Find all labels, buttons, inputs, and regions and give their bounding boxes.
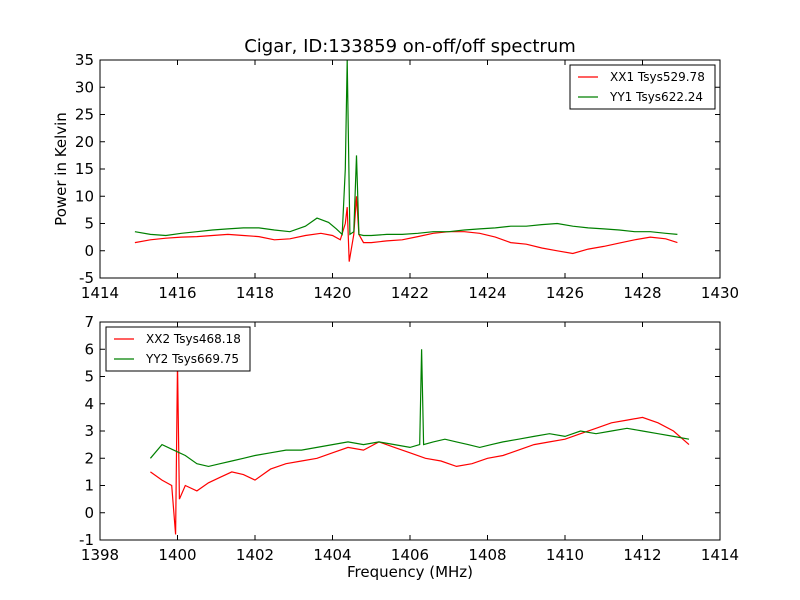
x-tick-label: 1412 — [623, 546, 661, 564]
y-tick-label: 2 — [84, 449, 94, 467]
x-tick-label: 1414 — [81, 284, 119, 302]
legend-box — [105, 326, 251, 372]
x-tick-label: 1420 — [313, 284, 351, 302]
legend-label: YY1 Tsys622.24 — [609, 90, 703, 104]
legend-label: XX2 Tsys468.18 — [146, 332, 241, 346]
x-axis-label: Frequency (MHz) — [347, 563, 473, 581]
chart-title: Cigar, ID:133859 on-off/off spectrum — [244, 36, 576, 57]
legend-label: XX1 Tsys529.78 — [610, 70, 705, 84]
x-tick-label: 1414 — [701, 546, 739, 564]
chart-panel-2: 1398 1400 1402 1404 1406 1408 1410 1412 1414 -1 0 1… — [79, 313, 739, 581]
y-tick-label: 6 — [84, 340, 94, 358]
series-line-2 — [149, 349, 690, 468]
x-tick-label: 1398 — [81, 546, 119, 564]
x-tick-label: 1400 — [158, 546, 196, 564]
y-tick-label: 30 — [75, 78, 94, 96]
y-tick-label: 5 — [84, 215, 94, 233]
y-tick-label: 7 — [84, 313, 94, 331]
x-tick-label: 1404 — [313, 546, 351, 564]
chart-panel-1: 1414 1416 1418 1420 1422 1424 1426 1428 1430 -5 0 5… — [52, 36, 739, 302]
series-line-1 — [134, 196, 678, 262]
y-axis-label: Power in Kelvin — [52, 112, 70, 226]
x-tick-label: 1426 — [546, 284, 584, 302]
series-line-2 — [134, 60, 678, 237]
x-tick-label: 1402 — [236, 546, 274, 564]
legend: XX2 Tsys468.18 YY2 Tsys669.75 — [105, 326, 251, 372]
x-tick-label: 1410 — [546, 546, 584, 564]
y-tick-label: 25 — [75, 106, 94, 124]
y-tick-label: 20 — [75, 133, 94, 151]
y-tick-label: -1 — [79, 531, 94, 549]
y-tick-label: 10 — [75, 187, 94, 205]
x-tick-label: 1418 — [236, 284, 274, 302]
y-tick-label: 1 — [84, 477, 94, 495]
y-tick-label: 5 — [84, 368, 94, 386]
y-tick-label: -5 — [79, 269, 94, 287]
x-tick-label: 1416 — [158, 284, 196, 302]
x-tick-label: 1408 — [468, 546, 506, 564]
y-tick-label: 15 — [75, 160, 94, 178]
legend: XX1 Tsys529.78 YY1 Tsys622.24 — [569, 64, 716, 110]
x-tick-label: 1428 — [623, 284, 661, 302]
legend-label: YY2 Tsys669.75 — [145, 352, 239, 366]
y-tick-label: 0 — [84, 242, 94, 260]
y-tick-label: 35 — [75, 51, 94, 69]
legend-box — [569, 64, 716, 110]
y-tick-label: 0 — [84, 504, 94, 522]
x-tick-label: 1422 — [391, 284, 429, 302]
x-tick-label: 1430 — [701, 284, 739, 302]
x-tick-label: 1406 — [391, 546, 429, 564]
y-tick-label: 4 — [84, 395, 94, 413]
y-tick-label: 3 — [84, 422, 94, 440]
x-tick-label: 1424 — [468, 284, 506, 302]
